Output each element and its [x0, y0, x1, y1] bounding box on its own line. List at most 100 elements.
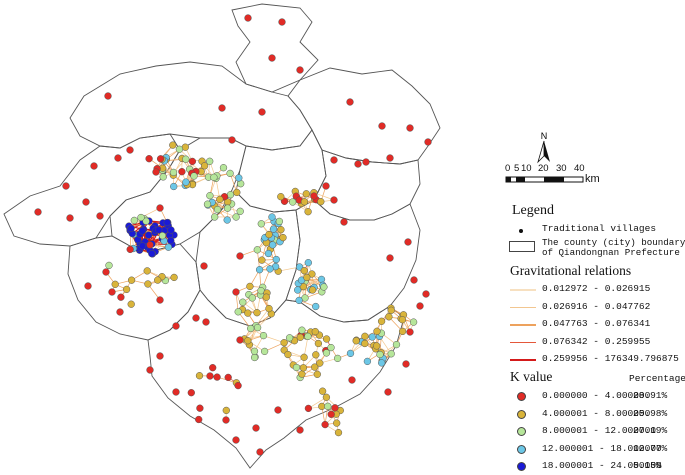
k-class-range: 12.000001 - 18.000000	[542, 442, 662, 454]
village-point	[330, 156, 338, 164]
village-point	[268, 54, 276, 62]
k-class-range: 8.000001 - 12.000000	[542, 425, 657, 436]
village-point	[187, 389, 195, 397]
village-point	[340, 218, 348, 226]
k-class-row: 4.000001 - 8.000000 25.98%	[505, 407, 685, 423]
village-point	[346, 98, 354, 106]
village-point	[295, 296, 303, 305]
village-point	[244, 14, 252, 22]
village-point	[219, 164, 228, 172]
village-point	[34, 208, 42, 216]
village-point	[170, 273, 178, 282]
village-point	[253, 246, 261, 254]
county-south	[147, 289, 405, 469]
village-point	[289, 198, 297, 206]
county-northeast	[287, 67, 441, 165]
village-point	[200, 162, 209, 170]
village-point	[316, 359, 324, 367]
k-class-percent: 27.19%	[633, 425, 668, 436]
village-point	[308, 270, 316, 278]
village-point	[248, 294, 256, 302]
village-point	[156, 204, 164, 212]
village-point	[203, 200, 212, 208]
gravity-class-row: 0.026916 - 0.047762	[505, 300, 685, 316]
village-point	[302, 190, 310, 198]
k-class-percent: 5.15%	[633, 460, 662, 471]
village-point	[142, 217, 150, 225]
village-point	[108, 288, 116, 296]
scale-bar: 0 5 10 20 30 40 km	[505, 163, 600, 191]
village-point	[368, 333, 376, 341]
village-point	[239, 298, 247, 306]
village-point	[378, 122, 386, 130]
village-point	[146, 366, 154, 374]
village-point	[406, 124, 414, 132]
gravity-class-row: 0.259956 - 176349.796875	[505, 352, 685, 368]
village-point	[324, 402, 332, 410]
village-point	[269, 225, 278, 233]
village-point	[314, 339, 323, 348]
village-point	[247, 324, 255, 333]
village-point	[277, 226, 285, 234]
village-point	[304, 404, 313, 413]
k-title: K value	[510, 369, 553, 384]
village-point	[90, 162, 98, 170]
scale-tick-40: 40	[574, 163, 585, 174]
village-point	[154, 276, 162, 284]
gravity-line-swatch	[510, 341, 536, 343]
village-point	[348, 376, 356, 384]
village-point	[127, 300, 135, 308]
village-point	[361, 339, 369, 348]
village-point	[377, 317, 386, 325]
k-class-row: 12.000001 - 18.000000 12.77%	[505, 442, 685, 458]
village-point	[145, 155, 153, 163]
county-boundaries	[3, 3, 441, 469]
village-point	[182, 155, 190, 163]
village-point	[296, 66, 304, 74]
village-point	[387, 350, 395, 358]
village-point	[252, 424, 260, 432]
gravity-title: Gravitational relations	[510, 263, 632, 278]
village-point	[233, 188, 241, 197]
village-point	[196, 404, 204, 412]
north-arrow-icon: N	[537, 131, 550, 164]
village-point	[250, 353, 259, 362]
village-point	[169, 141, 177, 149]
village-point	[143, 267, 151, 275]
gravity-line-swatch	[510, 289, 536, 291]
village-point	[126, 245, 134, 254]
gravity-line-swatch	[510, 359, 536, 361]
village-point	[226, 169, 234, 178]
village-point	[167, 226, 175, 234]
village-point	[386, 254, 394, 262]
village-point	[224, 373, 232, 382]
village-point	[265, 304, 273, 313]
village-point	[416, 302, 424, 310]
village-point	[104, 92, 112, 100]
village-point	[274, 406, 282, 414]
village-point	[127, 276, 136, 284]
village-point	[294, 286, 302, 294]
village-point	[255, 266, 264, 274]
village-point	[235, 174, 243, 182]
village-point	[311, 327, 319, 336]
village-point	[223, 204, 232, 212]
village-point	[318, 387, 327, 395]
village-point	[209, 364, 217, 372]
village-point	[234, 308, 242, 316]
village-point	[156, 155, 165, 163]
village-point	[327, 343, 335, 352]
village-point	[200, 262, 208, 270]
k-class-swatch	[517, 444, 526, 454]
village-point	[373, 327, 381, 335]
village-point	[178, 168, 186, 176]
village-point	[156, 296, 164, 304]
village-point	[130, 216, 138, 225]
village-point	[105, 261, 113, 270]
legend-villages-row: Traditional villages	[505, 223, 685, 239]
village-point	[299, 364, 308, 372]
k-class-range: 18.000001 - 24.000000	[542, 460, 662, 471]
village-point	[264, 249, 273, 258]
village-point	[334, 428, 343, 437]
legend-boundary-label: The county (city) boundary of Qiandongna…	[542, 237, 685, 258]
